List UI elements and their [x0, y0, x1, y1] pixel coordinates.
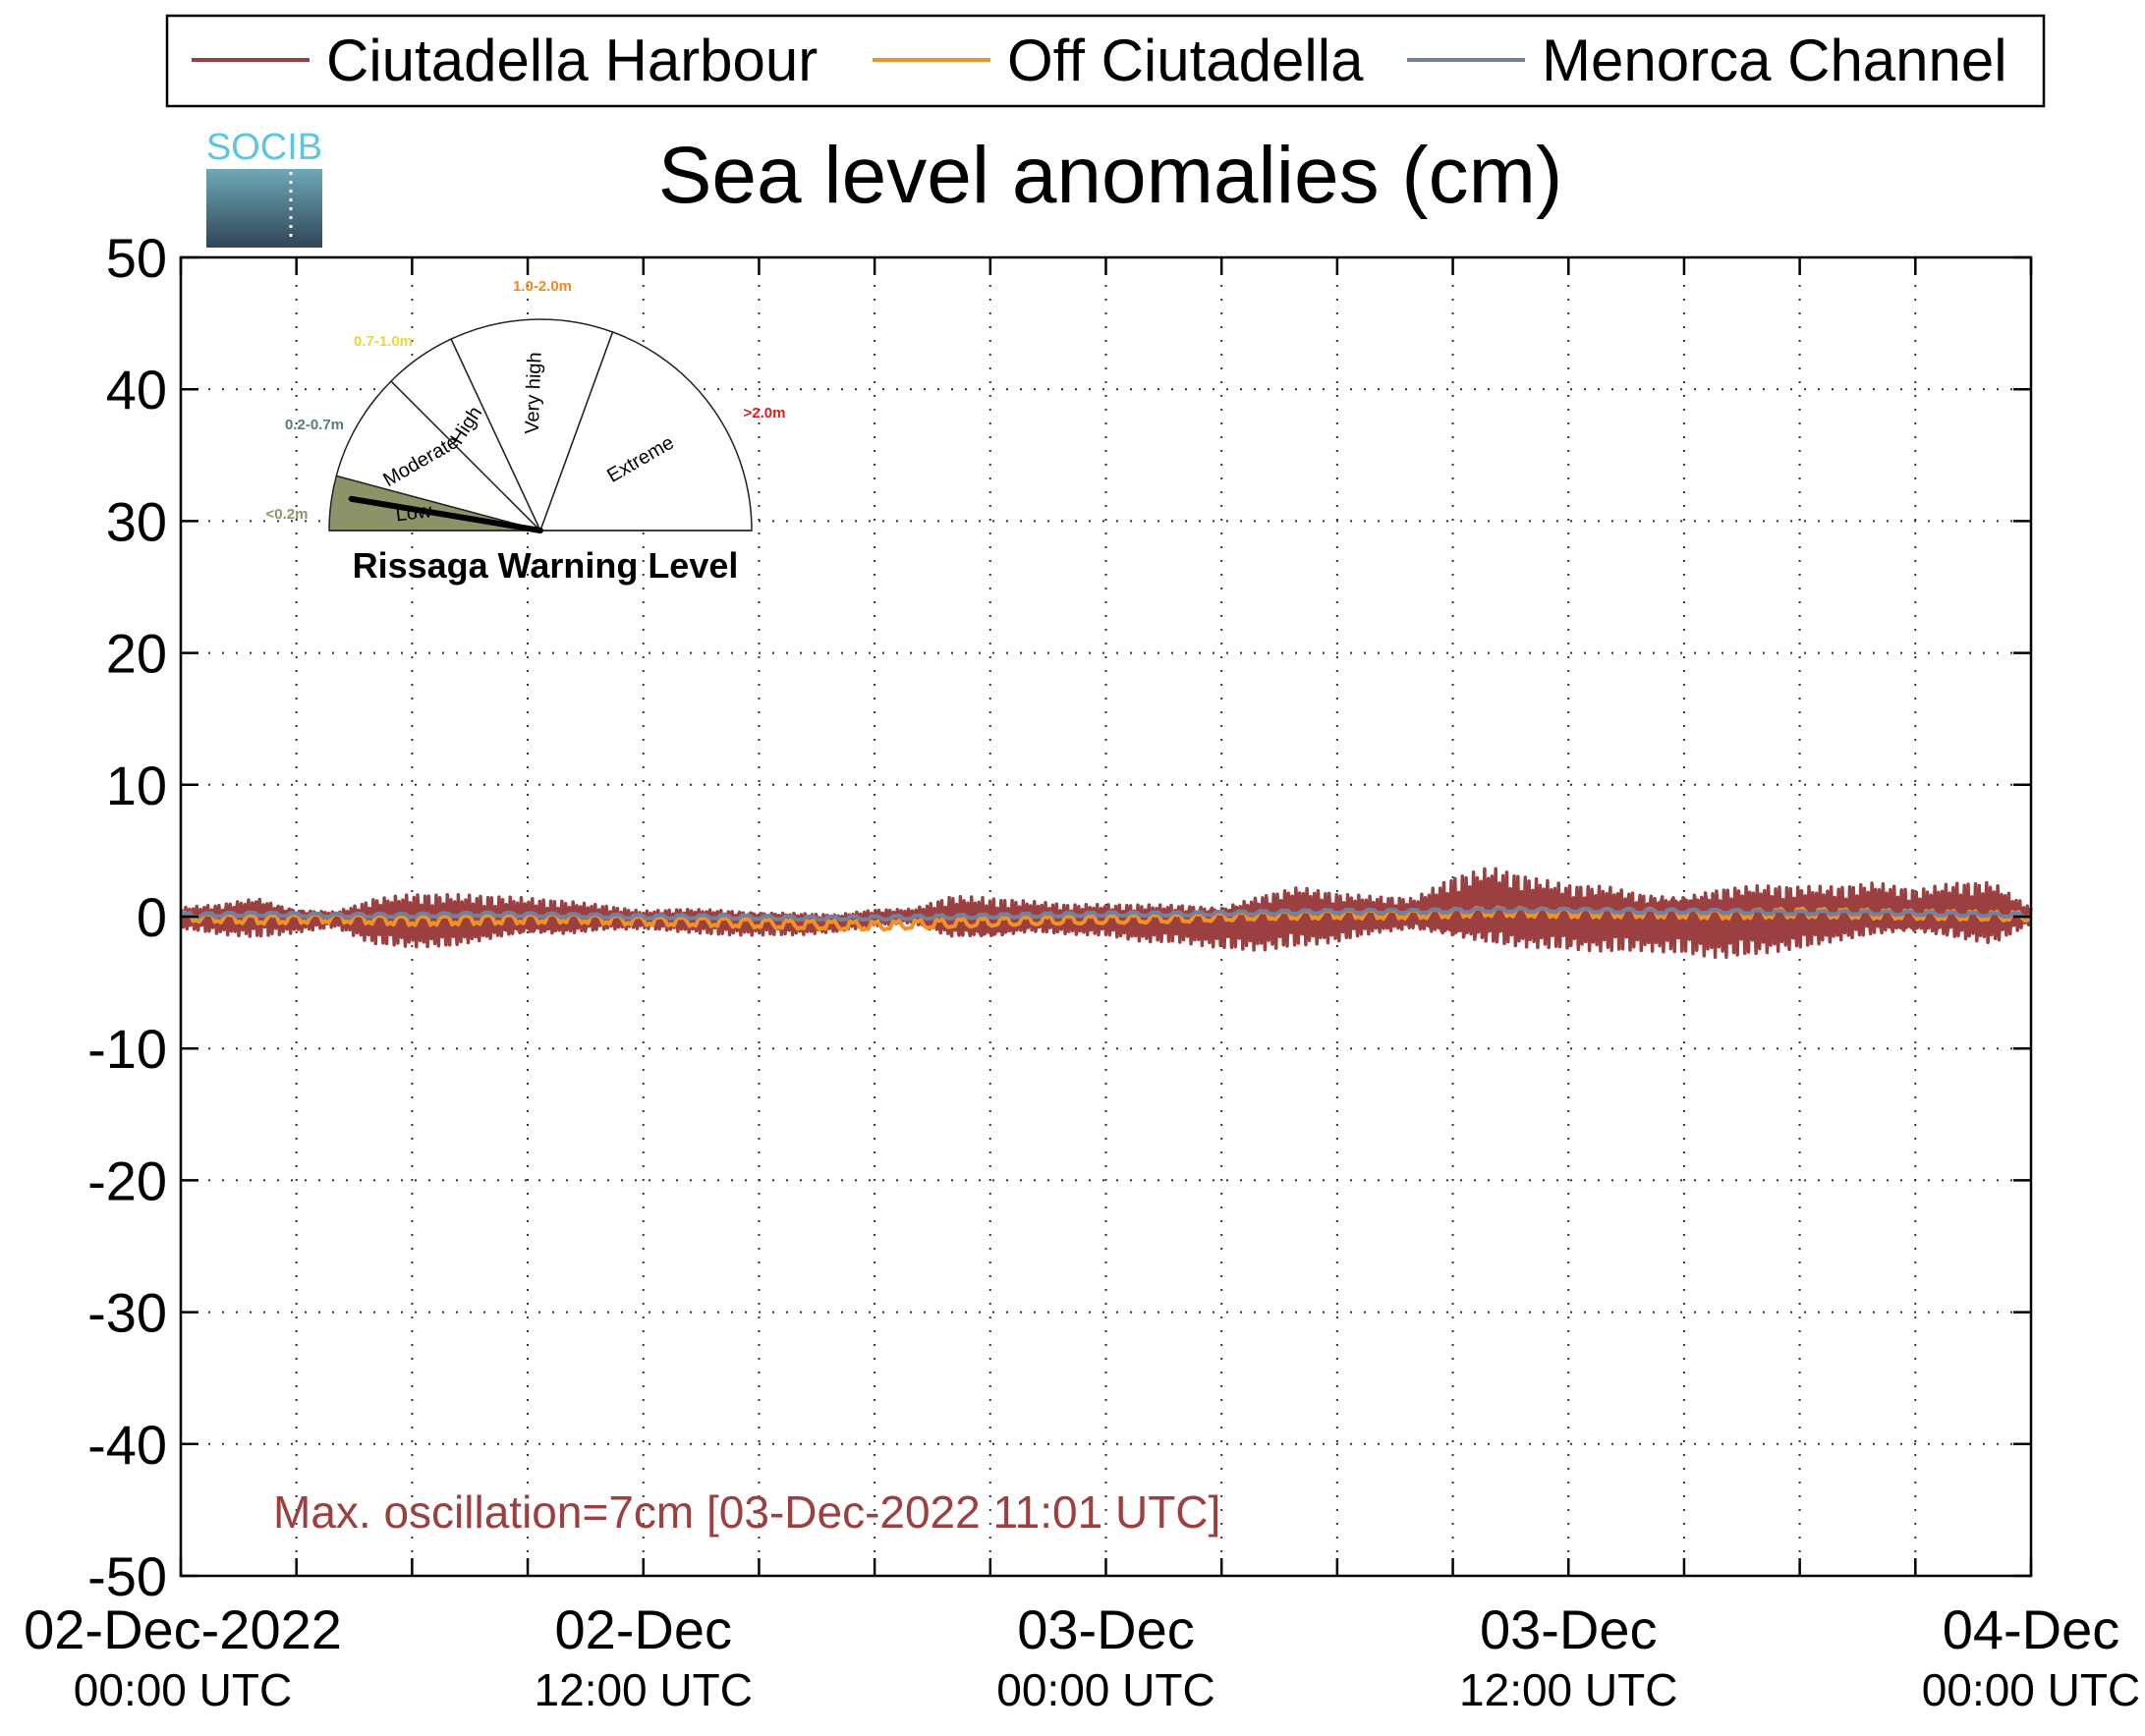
axis-ticks	[179, 255, 2033, 1578]
gauge-sector	[450, 318, 614, 532]
y-tick-label: -50	[87, 1545, 167, 1607]
series-line-off-ciutadella	[179, 905, 2032, 932]
gauge-sectors	[328, 318, 753, 532]
gauge-range-label: <0.2m	[266, 506, 309, 523]
series-line-ciutadella-harbour	[179, 867, 2033, 960]
y-tick-label: 50	[106, 227, 167, 289]
gauge-needle	[348, 495, 543, 533]
x-tick-label-time: 00:00 UTC	[1922, 1664, 2140, 1715]
series-layer	[179, 867, 2033, 960]
x-tick-label-date: 02-Dec-2022	[24, 1598, 342, 1660]
gauge-range-label: >2.0m	[744, 405, 786, 421]
legend-label-off-ciutadella: Off Ciutadella	[1007, 28, 1364, 93]
y-tick-label: -40	[87, 1414, 167, 1476]
x-tick-label-time: 12:00 UTC	[535, 1664, 753, 1715]
y-tick-label: -10	[87, 1018, 167, 1080]
y-tick-label: 30	[106, 490, 167, 552]
y-tick-label: 0	[137, 886, 167, 948]
y-tick-label: -20	[87, 1149, 167, 1211]
legend: Ciutadella Harbour Off Ciutadella Menorc…	[165, 14, 2046, 108]
x-tick-label-date: 02-Dec	[554, 1598, 732, 1660]
socib-logo: SOCIB	[206, 127, 322, 248]
gauge-sector-label: Very high	[522, 352, 546, 434]
gauge-range-label: 1.0-2.0m	[513, 278, 572, 295]
series-line-menorca-channel	[179, 906, 2032, 923]
gauge-sector	[538, 331, 753, 532]
gauge-range-label: 0.2-0.7m	[285, 417, 344, 433]
x-tick-label-time: 12:00 UTC	[1459, 1664, 1677, 1715]
x-tick-label-date: 04-Dec	[1943, 1598, 2120, 1660]
gauge-range-labels: <0.2m 0.2-0.7m 0.7-1.0m 1.0-2.0m >2.0m	[266, 278, 786, 523]
legend-label-ciutadella-harbour: Ciutadella Harbour	[326, 28, 818, 93]
y-tick-label: 40	[106, 359, 167, 420]
logo-text: SOCIB	[206, 127, 322, 168]
gauge-range-label: 0.7-1.0m	[354, 333, 413, 350]
y-tick-label: 10	[106, 755, 167, 816]
x-tick-label-time: 00:00 UTC	[74, 1664, 292, 1715]
legend-box	[165, 14, 2046, 108]
gauge-title: Rissaga Warning Level	[353, 545, 739, 586]
logo-band	[206, 156, 322, 166]
chart-title: Sea level anomalies (cm)	[658, 131, 1563, 220]
legend-label-menorca-channel: Menorca Channel	[1542, 28, 2007, 93]
y-tick-label: 20	[106, 623, 167, 685]
y-axis-tick-labels: 50 40 30 20 10 0 -10 -20 -30 -40 -50	[87, 227, 167, 1607]
x-tick-label-time: 00:00 UTC	[996, 1664, 1214, 1715]
logo-block	[206, 169, 322, 248]
max-oscillation-annotation: Max. oscillation=7cm [03-Dec-2022 11:01 …	[273, 1486, 1220, 1538]
x-tick-label-date: 03-Dec	[1480, 1598, 1658, 1660]
gauge-sector	[335, 379, 543, 532]
y-tick-label: -30	[87, 1282, 167, 1344]
x-tick-label-date: 03-Dec	[1017, 1598, 1195, 1660]
